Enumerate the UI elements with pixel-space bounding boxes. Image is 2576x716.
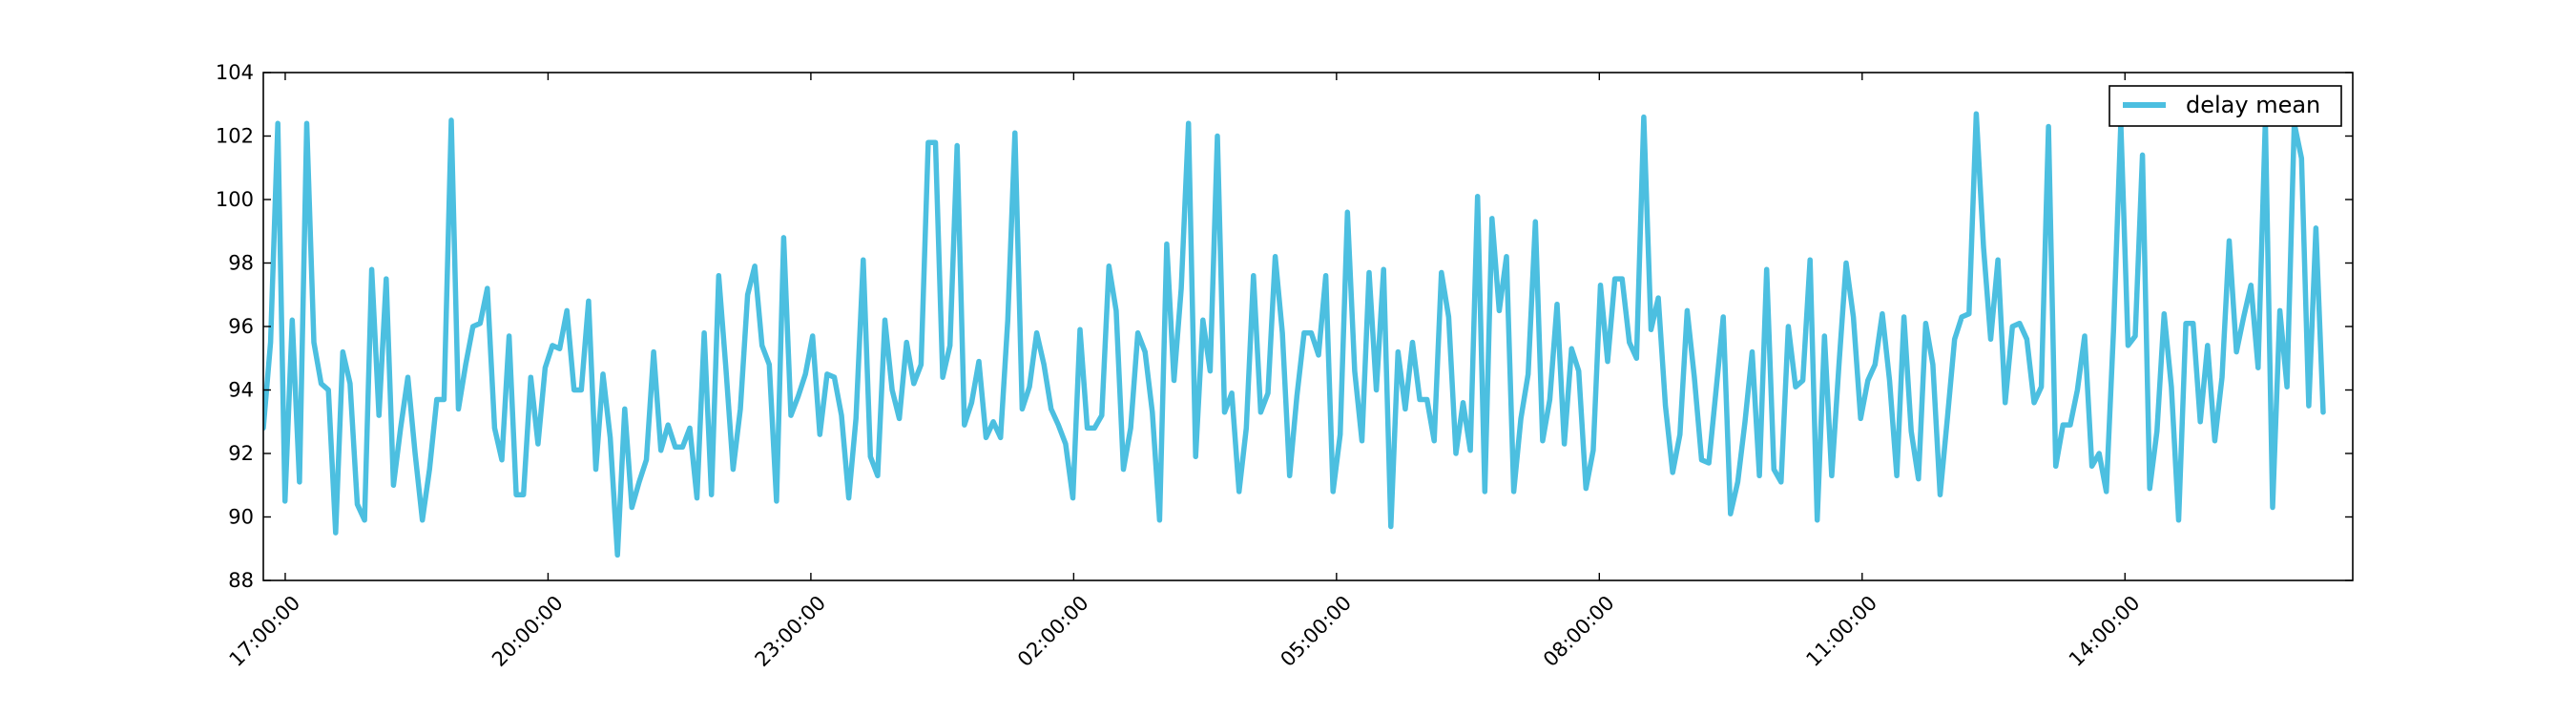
plot-area xyxy=(263,73,2353,580)
x-tick-label: 08:00:00 xyxy=(1539,591,1619,671)
x-tick-label: 02:00:00 xyxy=(1013,591,1093,671)
y-tick-label: 102 xyxy=(216,125,254,148)
y-tick-label: 100 xyxy=(216,188,254,211)
y-tick-label: 98 xyxy=(228,252,254,275)
plot-frame xyxy=(262,72,2354,581)
x-tick-label: 20:00:00 xyxy=(488,591,568,671)
x-tick-label: 23:00:00 xyxy=(751,591,831,671)
x-tick-label: 05:00:00 xyxy=(1276,591,1356,671)
series-layer xyxy=(263,111,2326,558)
y-tick-label: 94 xyxy=(228,379,254,402)
y-tick-label: 96 xyxy=(228,315,254,338)
y-tick-label: 90 xyxy=(228,506,254,529)
x-tick-label: 14:00:00 xyxy=(2065,591,2145,671)
legend-label-delay-mean: delay mean xyxy=(2186,92,2320,118)
y-axis: 88 90 92 94 96 98 100 102 104 xyxy=(216,61,2353,592)
legend: delay mean xyxy=(2109,85,2342,127)
x-tick-label: 11:00:00 xyxy=(1801,591,1881,671)
x-tick-label: 17:00:00 xyxy=(225,591,305,671)
series-line-delay-mean xyxy=(263,111,2326,558)
y-tick-label: 92 xyxy=(228,442,254,465)
y-tick-label: 88 xyxy=(228,569,254,592)
y-tick-label: 104 xyxy=(216,61,254,84)
